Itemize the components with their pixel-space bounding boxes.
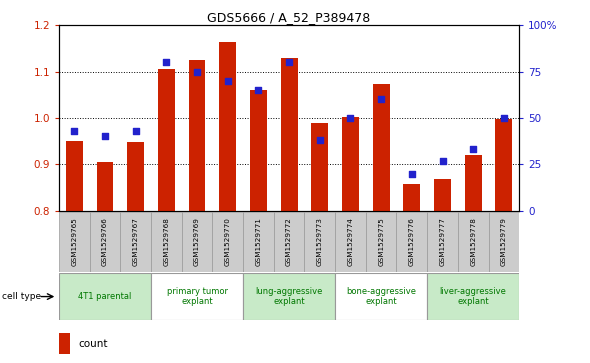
Bar <box>489 212 519 272</box>
Bar <box>304 212 335 272</box>
Text: bone-aggressive
explant: bone-aggressive explant <box>346 287 416 306</box>
Text: lung-aggressive
explant: lung-aggressive explant <box>255 287 323 306</box>
Bar <box>427 273 519 320</box>
Bar <box>312 123 328 211</box>
Text: GSM1529771: GSM1529771 <box>255 217 261 266</box>
Text: GSM1529770: GSM1529770 <box>225 217 231 266</box>
Bar <box>250 90 267 211</box>
Bar <box>243 212 274 272</box>
Point <box>346 115 355 121</box>
Bar <box>335 212 366 272</box>
Point <box>162 60 171 65</box>
Bar <box>59 273 151 320</box>
Bar <box>335 273 427 320</box>
Bar <box>219 42 236 211</box>
Bar <box>465 155 481 211</box>
Bar <box>120 212 151 272</box>
Text: GSM1529779: GSM1529779 <box>501 217 507 266</box>
Text: GSM1529777: GSM1529777 <box>440 217 445 266</box>
Bar <box>151 212 182 272</box>
Text: GSM1529769: GSM1529769 <box>194 217 200 266</box>
Bar <box>59 212 90 272</box>
Text: GSM1529766: GSM1529766 <box>102 217 108 266</box>
Text: GSM1529774: GSM1529774 <box>348 217 353 266</box>
Bar <box>496 119 512 211</box>
Point <box>254 87 263 93</box>
Bar <box>366 212 396 272</box>
Point <box>499 115 509 121</box>
Bar <box>189 60 205 211</box>
Point <box>468 147 478 152</box>
Bar <box>243 273 335 320</box>
Bar <box>342 117 359 211</box>
Bar <box>373 84 389 211</box>
Text: GSM1529767: GSM1529767 <box>133 217 139 266</box>
Bar <box>127 142 144 211</box>
Point <box>70 128 79 134</box>
Title: GDS5666 / A_52_P389478: GDS5666 / A_52_P389478 <box>208 11 371 24</box>
Text: count: count <box>78 339 108 349</box>
Point <box>407 171 417 176</box>
Point <box>223 78 232 84</box>
Point <box>376 97 386 102</box>
Bar <box>404 184 420 211</box>
Bar <box>97 162 113 211</box>
Text: GSM1529768: GSM1529768 <box>163 217 169 266</box>
Text: cell type: cell type <box>2 292 41 301</box>
Point <box>131 128 140 134</box>
Bar <box>427 212 458 272</box>
Bar <box>281 58 297 211</box>
Text: 4T1 parental: 4T1 parental <box>78 292 132 301</box>
Point <box>100 134 110 139</box>
Text: primary tumor
explant: primary tumor explant <box>166 287 228 306</box>
Bar <box>396 212 427 272</box>
Bar <box>66 141 83 211</box>
Point <box>315 137 324 143</box>
Text: GSM1529772: GSM1529772 <box>286 217 292 266</box>
Bar <box>90 212 120 272</box>
Text: GSM1529778: GSM1529778 <box>470 217 476 266</box>
Bar <box>434 179 451 211</box>
Text: GSM1529773: GSM1529773 <box>317 217 323 266</box>
Bar <box>151 273 243 320</box>
Point <box>284 60 294 65</box>
Bar <box>158 69 175 211</box>
Text: liver-aggressive
explant: liver-aggressive explant <box>440 287 507 306</box>
Bar <box>274 212 304 272</box>
Bar <box>59 333 70 354</box>
Bar <box>182 212 212 272</box>
Text: GSM1529776: GSM1529776 <box>409 217 415 266</box>
Text: GSM1529775: GSM1529775 <box>378 217 384 266</box>
Bar <box>212 212 243 272</box>
Bar <box>458 212 489 272</box>
Text: GSM1529765: GSM1529765 <box>71 217 77 266</box>
Point <box>192 69 202 75</box>
Point <box>438 158 447 163</box>
